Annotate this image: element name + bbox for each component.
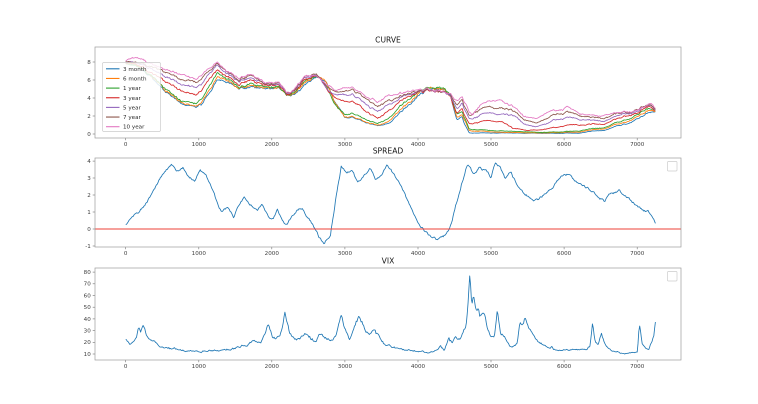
legend-item-1-year: 1 year xyxy=(106,86,142,92)
legend-item-3-month: 3 month xyxy=(106,67,147,73)
x-tick-label: 5000 xyxy=(484,364,499,370)
y-tick-label: 0 xyxy=(87,227,91,233)
series-path-10-year xyxy=(125,57,656,119)
series-path-7-year xyxy=(125,60,656,124)
x-tick-label: 0 xyxy=(124,364,128,370)
x-tick-label: 0 xyxy=(124,142,128,148)
series-path-3-month xyxy=(125,62,656,134)
y-tick-label: 30 xyxy=(84,329,92,335)
axes-spines xyxy=(94,46,682,139)
curve-chart-title: CURVE xyxy=(375,36,401,45)
legend-item-6-month: 6 month xyxy=(106,76,147,82)
x-tick-label: 3000 xyxy=(338,142,353,148)
legend-item-label: 5 year xyxy=(123,105,142,111)
plot-background xyxy=(95,158,681,247)
x-tick-label: 1000 xyxy=(192,364,207,370)
y-tick-label: 8 xyxy=(87,60,91,66)
legend-item-label: 1 year xyxy=(123,86,142,92)
vix-chart-title: VIX xyxy=(382,257,395,266)
legend: 3 month 6 month 1 year 3 year 5 year 7 year 10… xyxy=(102,62,161,132)
x-tick-label: 4000 xyxy=(411,251,426,257)
legend-item-label: 3 month xyxy=(123,67,147,73)
x-tick-label: 0 xyxy=(124,251,128,257)
x-tick-label: 4000 xyxy=(411,142,426,148)
x-tick-label: 7000 xyxy=(630,142,645,148)
x-tick-label: 6000 xyxy=(557,142,572,148)
legend-item-label: 6 month xyxy=(123,76,147,82)
x-tick-label: 3000 xyxy=(338,251,353,257)
y-tick-label: 1 xyxy=(87,210,91,216)
series-path-3-year xyxy=(125,62,656,131)
x-tick-label: 5000 xyxy=(484,251,499,257)
vix-plot-area: 0 1000 2000 3000 4000 5000 6000 7000 10 20 30 40 50 6… xyxy=(84,267,682,370)
y-tick-label: 50 xyxy=(84,305,92,311)
empty-legend-box xyxy=(667,161,678,172)
y-tick-label: 2 xyxy=(87,114,91,120)
x-tick-label: 2000 xyxy=(265,251,280,257)
x-tick-label: 1000 xyxy=(192,142,207,148)
series-path-vix xyxy=(125,275,656,355)
legend-item-5-year: 5 year xyxy=(106,105,142,111)
curve-chart: 0 1000 2000 3000 4000 5000 6000 7000 0 2 4 6 8 3 mont… xyxy=(87,36,682,148)
y-tick-label: 3 xyxy=(87,176,91,182)
y-tick-label: 20 xyxy=(84,340,92,346)
y-tick-label: 4 xyxy=(87,159,91,165)
legend-item-label: 7 year xyxy=(123,115,142,121)
x-tick-label: 7000 xyxy=(630,364,645,370)
x-tick-label: 2000 xyxy=(265,364,280,370)
plot-background xyxy=(95,47,681,138)
x-tick-label: 6000 xyxy=(557,251,572,257)
y-tick-label: 4 xyxy=(87,96,91,102)
series-path-5-year xyxy=(125,61,656,128)
y-tick-label: 60 xyxy=(84,293,92,299)
x-tick-label: 5000 xyxy=(484,142,499,148)
legend-item-label: 10 year xyxy=(123,125,145,131)
plot-background xyxy=(95,268,681,360)
legend-item-7-year: 7 year xyxy=(106,115,142,121)
axes-spines xyxy=(94,267,682,361)
y-tick-label: 6 xyxy=(87,78,91,84)
y-tick-label: 80 xyxy=(84,270,92,276)
legend-item-label: 3 year xyxy=(123,96,142,102)
legend-frame xyxy=(102,62,161,132)
x-tick-label: 7000 xyxy=(630,251,645,257)
axes-spines xyxy=(94,157,682,248)
series-path-6-month xyxy=(125,62,656,134)
x-tick-label: 3000 xyxy=(338,364,353,370)
y-tick-label: 10 xyxy=(84,352,92,358)
y-tick-label: 40 xyxy=(84,317,92,323)
y-tick-label: 2 xyxy=(87,193,91,199)
x-tick-label: 6000 xyxy=(557,364,572,370)
empty-legend-box xyxy=(667,271,678,282)
legend-item-3-year: 3 year xyxy=(106,96,142,102)
series-path-1-year xyxy=(125,63,656,133)
series-path-spread xyxy=(125,162,656,245)
y-tick-label: 0 xyxy=(87,132,91,138)
y-tick-label: -1 xyxy=(85,244,91,250)
spread-plot-area: 0 1000 2000 3000 4000 5000 6000 7000 -1 0 1 2 3 4 xyxy=(85,157,682,257)
x-tick-label: 1000 xyxy=(192,251,207,257)
spread-chart-title: SPREAD xyxy=(373,147,404,156)
legend-item-10-year: 10 year xyxy=(106,125,145,131)
curve-plot-area: 0 1000 2000 3000 4000 5000 6000 7000 0 2 4 6 8 3 mont… xyxy=(87,46,682,148)
x-tick-label: 2000 xyxy=(265,142,280,148)
vix-chart: 0 1000 2000 3000 4000 5000 6000 7000 10 20 30 40 50 6… xyxy=(84,257,682,370)
x-tick-label: 4000 xyxy=(411,364,426,370)
y-tick-label: 70 xyxy=(84,282,92,288)
spread-chart: 0 1000 2000 3000 4000 5000 6000 7000 -1 0 1 2 3 4 SPR… xyxy=(85,147,682,257)
